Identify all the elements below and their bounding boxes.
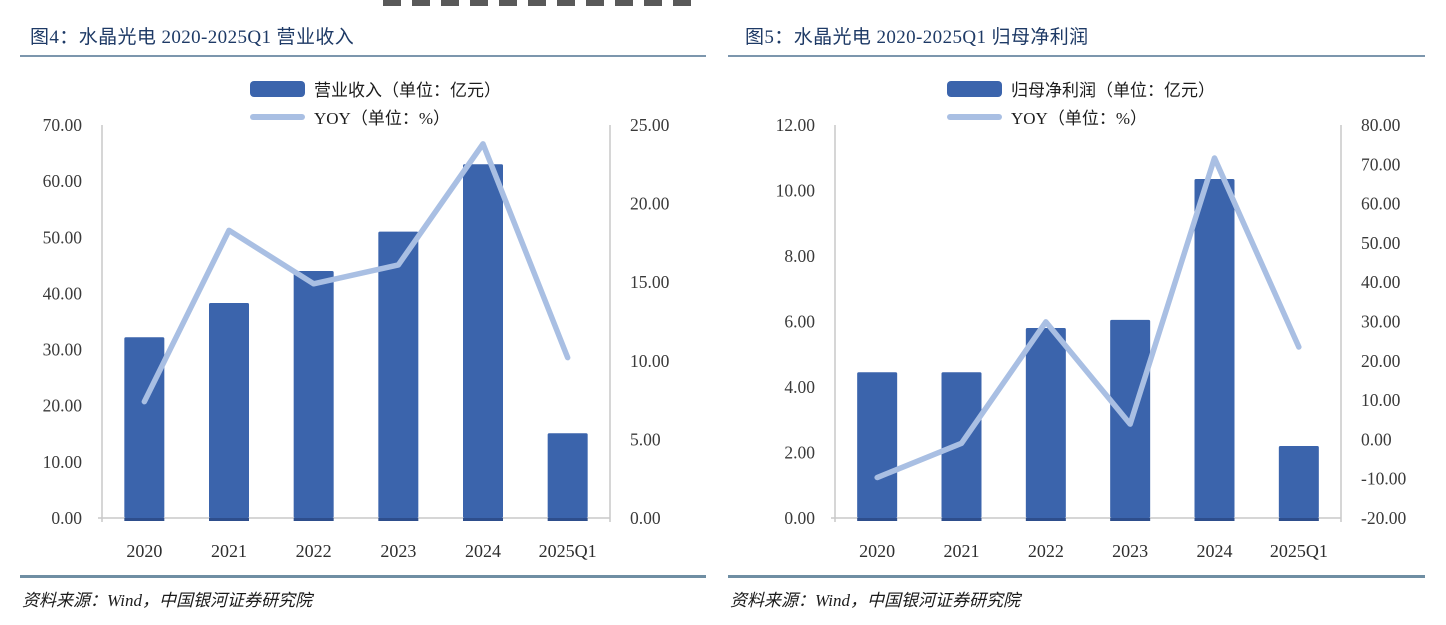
svg-text:70.00: 70.00 — [1361, 154, 1401, 174]
svg-text:10.00: 10.00 — [630, 351, 670, 371]
svg-text:15.00: 15.00 — [630, 272, 670, 292]
svg-text:0.00: 0.00 — [1361, 429, 1392, 449]
legend-item-net-profit: 归母净利润（单位：亿元） — [947, 78, 1215, 100]
legend-item-revenue: 营业收入（单位：亿元） — [250, 78, 501, 100]
title-divider — [728, 55, 1425, 57]
figure5-legend: 归母净利润（单位：亿元） YOY（单位：%） — [947, 78, 1215, 128]
svg-text:0.00: 0.00 — [630, 508, 661, 528]
svg-text:8.00: 8.00 — [784, 246, 815, 266]
title-divider — [20, 55, 706, 57]
svg-text:25.00: 25.00 — [630, 115, 670, 135]
svg-text:60.00: 60.00 — [43, 171, 83, 191]
legend-label: YOY（单位：%） — [1011, 109, 1147, 128]
footer-divider — [728, 575, 1425, 578]
svg-text:2023: 2023 — [380, 541, 416, 561]
svg-text:2022: 2022 — [1028, 541, 1064, 561]
svg-text:50.00: 50.00 — [43, 227, 83, 247]
figure5-title: 图5：水晶光电 2020-2025Q1 归母净利润 — [745, 27, 1089, 48]
svg-text:20.00: 20.00 — [43, 396, 83, 416]
svg-text:-20.00: -20.00 — [1361, 508, 1406, 528]
svg-text:50.00: 50.00 — [1361, 233, 1401, 253]
legend-item-yoy: YOY（单位：%） — [947, 106, 1215, 128]
svg-text:30.00: 30.00 — [43, 340, 83, 360]
figure5-panel: 图5：水晶光电 2020-2025Q1 归母净利润 归母净利润（单位：亿元） Y… — [728, 20, 1425, 620]
clipped-text-remnant — [383, 0, 699, 6]
svg-text:2.00: 2.00 — [784, 443, 815, 463]
svg-text:2021: 2021 — [944, 541, 980, 561]
source-note: 资料来源：Wind，中国银河证券研究院 — [730, 591, 1020, 610]
svg-text:10.00: 10.00 — [43, 452, 83, 472]
svg-text:20.00: 20.00 — [1361, 351, 1401, 371]
revenue-chart: 70.00 60.00 50.00 40.00 30.00 20.00 10.00 0.00 2… — [43, 115, 670, 561]
svg-text:2020: 2020 — [126, 541, 162, 561]
svg-text:10.00: 10.00 — [1361, 390, 1401, 410]
figure4-legend: 营业收入（单位：亿元） YOY（单位：%） — [250, 78, 501, 128]
svg-text:2025Q1: 2025Q1 — [539, 541, 597, 561]
bar-swatch-icon — [947, 80, 1002, 97]
source-note: 资料来源：Wind，中国银河证券研究院 — [22, 591, 312, 610]
svg-text:5.00: 5.00 — [630, 429, 661, 449]
svg-text:40.00: 40.00 — [1361, 272, 1401, 292]
svg-text:12.00: 12.00 — [776, 115, 816, 135]
line-swatch-icon — [947, 113, 1002, 120]
line-swatch-icon — [250, 113, 305, 120]
svg-text:30.00: 30.00 — [1361, 312, 1401, 332]
bar-swatch-icon — [250, 80, 305, 97]
svg-text:60.00: 60.00 — [1361, 194, 1401, 214]
svg-text:2025Q1: 2025Q1 — [1270, 541, 1328, 561]
svg-text:2024: 2024 — [465, 541, 501, 561]
legend-label: 营业收入（单位：亿元） — [314, 81, 501, 100]
svg-text:20.00: 20.00 — [630, 194, 670, 214]
svg-text:10.00: 10.00 — [776, 181, 816, 201]
net-profit-chart: 12.00 10.00 8.00 6.00 4.00 2.00 0.00 80.00 70.00… — [776, 115, 1407, 561]
svg-text:2023: 2023 — [1112, 541, 1148, 561]
svg-text:80.00: 80.00 — [1361, 115, 1401, 135]
svg-text:4.00: 4.00 — [784, 377, 815, 397]
svg-text:2021: 2021 — [211, 541, 247, 561]
svg-text:0.00: 0.00 — [51, 508, 82, 528]
svg-text:2020: 2020 — [859, 541, 895, 561]
svg-text:2024: 2024 — [1197, 541, 1233, 561]
svg-text:6.00: 6.00 — [784, 312, 815, 332]
svg-text:40.00: 40.00 — [43, 283, 83, 303]
figure4-title: 图4：水晶光电 2020-2025Q1 营业收入 — [30, 27, 355, 48]
legend-item-yoy: YOY（单位：%） — [250, 106, 501, 128]
svg-text:0.00: 0.00 — [784, 508, 815, 528]
svg-text:-10.00: -10.00 — [1361, 469, 1406, 489]
legend-label: YOY（单位：%） — [314, 109, 450, 128]
svg-text:2022: 2022 — [296, 541, 332, 561]
legend-label: 归母净利润（单位：亿元） — [1011, 81, 1215, 100]
footer-divider — [20, 575, 706, 578]
svg-text:70.00: 70.00 — [43, 115, 83, 135]
figure4-panel: 图4：水晶光电 2020-2025Q1 营业收入 营业收入（单位：亿元） YOY… — [20, 20, 706, 620]
